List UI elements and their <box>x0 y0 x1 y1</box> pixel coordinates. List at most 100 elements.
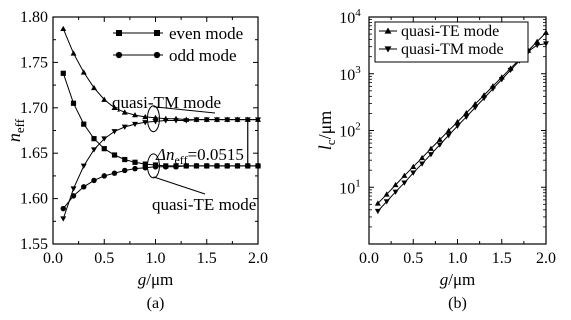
data-point-triangle-down <box>392 189 399 195</box>
data-point-quasi-TM-odd <box>91 147 97 153</box>
data-point-quasi-TE-even <box>70 100 77 106</box>
y-tick-exp: 1 <box>355 177 361 189</box>
legend-marker-square <box>154 30 160 36</box>
leader-line-te <box>153 176 206 195</box>
data-point-quasi-TE-odd <box>214 163 220 169</box>
delta-value: =0.0515 <box>188 145 244 164</box>
x-tick-label-b: 2.0 <box>536 250 556 267</box>
data-point-triangle-down <box>436 142 443 148</box>
data-point-quasi-TM-odd <box>255 117 261 123</box>
data-point-quasi-TE-odd <box>183 163 189 169</box>
data-point-triangle-up <box>419 154 426 161</box>
legend-marker-circle <box>115 51 123 59</box>
delta-symbol: Δn <box>155 145 174 164</box>
data-point-triangle-up <box>392 181 399 188</box>
x-label-unit: /μm <box>146 270 173 289</box>
panel-label-b: (b) <box>448 295 467 312</box>
data-point-quasi-TM-even <box>152 114 159 121</box>
legend-marker-triangle-up <box>384 27 392 34</box>
x-tick-label-b: 1.5 <box>492 250 512 267</box>
data-point-quasi-TM-odd <box>203 117 210 123</box>
data-point-quasi-TM-odd <box>162 118 169 124</box>
data-point-triangle-down <box>498 77 505 83</box>
y-axis-label-a: neff <box>4 118 27 142</box>
y-tick-label-b: 103 <box>339 64 361 84</box>
data-point-triangle-up <box>454 118 461 125</box>
data-point-triangle-up <box>401 172 408 178</box>
data-point-quasi-TM-odd <box>70 186 77 192</box>
leader-line-tm <box>153 106 216 114</box>
data-point-triangle-up <box>472 101 479 107</box>
x-tick-label-b: 1.0 <box>448 250 468 267</box>
legend-box-b <box>374 21 529 63</box>
annotation-delta-neff: Δneff=0.0515 <box>155 145 244 167</box>
x-tick-label-b: 0.5 <box>403 250 423 267</box>
annotation-quasi-tm: quasi-TM mode <box>112 93 221 112</box>
annotations-a: quasi-TM mode quasi-TE mode Δneff=0.0515 <box>112 93 256 214</box>
y-tick-label-a: 1.70 <box>20 100 48 117</box>
data-point-quasi-TE-odd <box>234 163 241 169</box>
data-point-triangle-down <box>419 161 426 167</box>
ellipse-quasi-te <box>146 153 160 179</box>
data-point-quasi-TE-odd <box>101 173 107 179</box>
legend-a: even mode odd mode <box>113 24 243 65</box>
annotation-quasi-te: quasi-TE mode <box>152 195 256 214</box>
data-point-triangle-down <box>507 67 514 74</box>
data-point-quasi-TM-even <box>70 50 77 56</box>
data-point-quasi-TM-odd <box>183 118 190 124</box>
data-point-quasi-TE-odd <box>122 167 128 174</box>
x-tick-label-a: 0.0 <box>43 250 63 267</box>
y-label-var: n <box>4 133 24 142</box>
data-point-quasi-TM-even <box>142 113 149 120</box>
data-point-quasi-TE-even <box>122 156 128 163</box>
data-point-quasi-TM-odd <box>224 117 231 123</box>
y-tick-base: 10 <box>339 180 355 197</box>
data-point-triangle-down <box>454 123 461 129</box>
data-point-quasi-TM-even <box>132 112 138 118</box>
series-line-triangle-down <box>377 43 547 212</box>
data-point-triangle-down <box>410 170 417 176</box>
data-point-quasi-TE-even <box>111 152 118 158</box>
data-point-quasi-TE-even <box>81 121 87 127</box>
y-label-sub: eff <box>12 118 27 133</box>
y-axis-label-b: lc/μm <box>315 111 338 150</box>
x-axis-label-b: g/μm <box>440 270 476 289</box>
data-point-triangle-up <box>534 38 541 44</box>
legend-marker-circle <box>153 51 161 59</box>
ticks-a: 0.0 0.5 1.0 1.5 2.0 1.55 1.60 1.65 1.70 1.75 1.80 <box>20 9 268 267</box>
data-point-triangle-down <box>427 152 434 158</box>
data-point-triangle-up <box>436 136 443 142</box>
y-tick-base: 10 <box>339 10 355 27</box>
data-point-triangle-down <box>463 114 470 120</box>
data-point-quasi-TM-odd <box>214 117 220 123</box>
y-tick-exp: 3 <box>355 64 361 76</box>
data-point-quasi-TE-odd <box>224 163 230 169</box>
data-point-triangle-down <box>445 133 452 139</box>
data-point-triangle-up <box>383 191 390 197</box>
y-tick-label-a: 1.55 <box>20 236 48 253</box>
ellipse-quasi-tm <box>146 105 160 133</box>
data-point-quasi-TE-odd <box>163 164 169 170</box>
y-label-sub: c <box>323 139 338 145</box>
data-point-quasi-TE-odd <box>81 184 87 190</box>
y-tick-label-b: 101 <box>339 177 361 197</box>
x-label-var: g <box>440 270 449 289</box>
y-label-unit: /μm <box>315 111 335 140</box>
x-axis-label-a: g/μm <box>138 270 174 289</box>
data-point-quasi-TE-odd <box>142 164 148 171</box>
data-point-quasi-TE-odd <box>70 193 77 199</box>
y-tick-label-a: 1.60 <box>20 191 48 208</box>
y-tick-base: 10 <box>339 67 355 84</box>
panel-a: 0.0 0.5 1.0 1.5 2.01.551.601.651.701.751.80 … <box>4 9 268 312</box>
data-point-triangle-down <box>543 41 549 47</box>
y-tick-label-a: 1.75 <box>20 54 48 71</box>
data-point-triangle-down <box>472 105 479 111</box>
data-point-triangle-up <box>445 127 452 133</box>
legend-label-triangle-up: quasi-TE mode <box>401 23 499 40</box>
data-point-quasi-TE-odd <box>60 205 66 212</box>
legend-label-circle: odd mode <box>169 46 237 65</box>
